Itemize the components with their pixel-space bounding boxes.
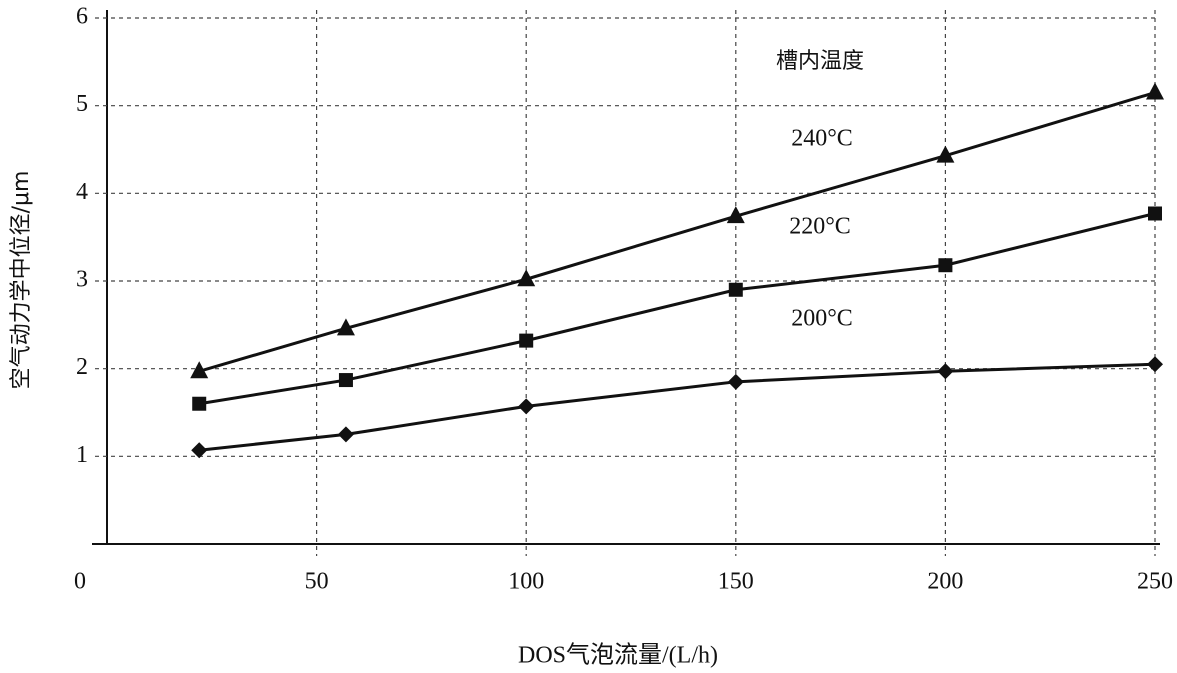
x-tick-label: 200 bbox=[927, 569, 963, 595]
x-tick-label: 100 bbox=[508, 569, 544, 595]
x-tick-label: 0 bbox=[74, 569, 86, 595]
x-axis-label: DOS气泡流量/(L/h) bbox=[518, 642, 718, 669]
y-tick-label: 1 bbox=[76, 442, 88, 468]
x-tick-label: 150 bbox=[718, 569, 754, 595]
series-line bbox=[199, 362, 1156, 452]
marker bbox=[728, 282, 743, 297]
marker bbox=[1148, 206, 1162, 221]
marker bbox=[190, 361, 209, 379]
y-axis-label: 空气动力学中位径/μm bbox=[9, 171, 34, 390]
marker bbox=[938, 258, 953, 273]
marker bbox=[936, 145, 955, 163]
x-tick-label: 250 bbox=[1137, 569, 1173, 595]
marker bbox=[726, 206, 745, 224]
marker bbox=[336, 318, 355, 336]
series-line bbox=[198, 91, 1156, 373]
y-tick-label: 2 bbox=[76, 354, 88, 380]
marker bbox=[519, 333, 534, 348]
marker bbox=[1147, 356, 1163, 373]
marker bbox=[338, 373, 353, 388]
marker bbox=[1146, 82, 1164, 100]
series-label: 220°C bbox=[789, 214, 851, 240]
marker bbox=[337, 426, 354, 443]
series-line bbox=[198, 212, 1156, 406]
marker bbox=[937, 363, 954, 380]
x-tick-label: 50 bbox=[305, 569, 329, 595]
marker bbox=[518, 398, 535, 415]
legend-title: 槽内温度 bbox=[776, 49, 864, 74]
marker bbox=[517, 269, 536, 287]
y-tick-label: 5 bbox=[76, 91, 88, 117]
series-label: 200°C bbox=[791, 306, 853, 332]
marker bbox=[192, 396, 207, 411]
marker bbox=[727, 373, 744, 390]
series-label: 240°C bbox=[791, 126, 853, 152]
marker bbox=[191, 442, 208, 459]
y-tick-label: 4 bbox=[76, 179, 88, 205]
y-tick-label: 6 bbox=[76, 4, 88, 30]
y-tick-label: 3 bbox=[76, 267, 88, 293]
